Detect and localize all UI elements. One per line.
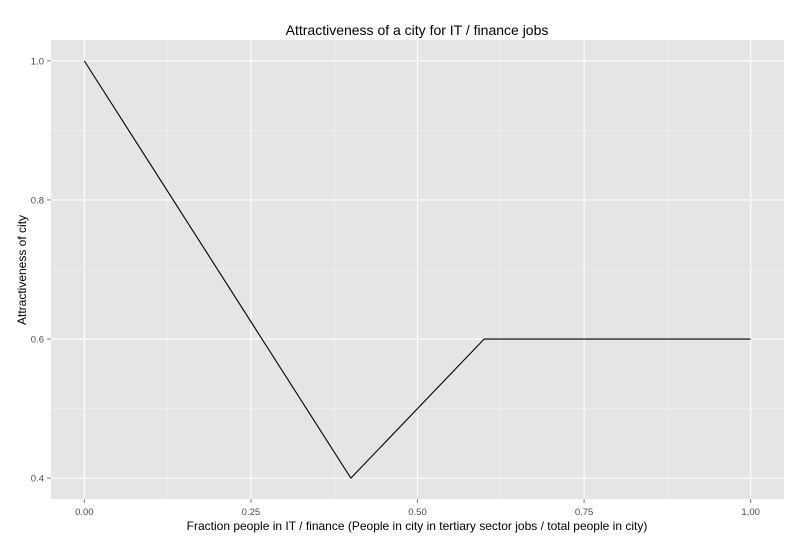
series-line-0 (83, 60, 751, 480)
x-axis-title: Fraction people in IT / finance (People … (187, 519, 648, 533)
x-tick-label-3: 0.75 (575, 507, 594, 518)
y-axis-title: Attractiveness of city (15, 215, 29, 325)
axis-layer: 0.00 0.25 0.50 0.75 1.00 0.4 0.6 0.8 1.0 (31, 56, 760, 518)
y-tick-label-3: 1.0 (31, 56, 44, 67)
grid-lines (51, 40, 784, 499)
y-tick-label-1: 0.6 (31, 335, 44, 346)
x-tick-label-2: 0.50 (408, 507, 427, 518)
y-tick-label-0: 0.4 (31, 474, 44, 485)
y-tick-label-2: 0.8 (31, 195, 44, 206)
chart-title: Attractiveness of a city for IT / financ… (286, 22, 549, 38)
x-tick-label-0: 0.00 (75, 507, 94, 518)
x-tick-label-4: 1.00 (741, 507, 760, 518)
series-layer (83, 60, 751, 480)
x-tick-label-1: 0.25 (242, 507, 261, 518)
